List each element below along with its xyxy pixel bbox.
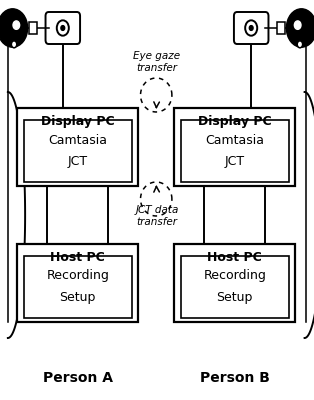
Text: Display PC: Display PC [198,115,272,128]
Circle shape [286,9,314,47]
Bar [181,120,289,182]
Circle shape [13,21,20,29]
Circle shape [245,20,257,36]
Text: Host PC: Host PC [50,251,105,264]
Circle shape [297,41,303,48]
Text: JCT data
transfer: JCT data transfer [135,205,179,227]
Text: Setup: Setup [217,292,253,304]
Bar [24,120,132,182]
Bar [17,244,138,322]
Bar [17,108,138,186]
Text: Host PC: Host PC [207,251,262,264]
Text: Recording: Recording [46,270,109,282]
Text: Eye gaze
transfer: Eye gaze transfer [133,51,181,73]
Text: JCT: JCT [225,156,245,168]
Circle shape [11,41,17,48]
Text: Setup: Setup [60,292,96,304]
Text: JCT: JCT [68,156,88,168]
Circle shape [61,26,65,30]
Text: Camtasia: Camtasia [48,134,107,146]
Text: Camtasia: Camtasia [205,134,264,146]
Text: Person A: Person A [43,371,112,385]
Bar [181,256,289,318]
Circle shape [294,21,301,29]
Text: Display PC: Display PC [41,115,115,128]
Circle shape [0,9,28,47]
Bar [174,108,295,186]
Text: Person B: Person B [200,371,269,385]
FancyBboxPatch shape [46,12,80,44]
Bar [174,244,295,322]
Circle shape [249,26,253,30]
Text: Recording: Recording [203,270,266,282]
FancyBboxPatch shape [234,12,268,44]
Bar [24,256,132,318]
Bar [277,22,285,34]
Bar [29,22,37,34]
Circle shape [57,20,69,36]
